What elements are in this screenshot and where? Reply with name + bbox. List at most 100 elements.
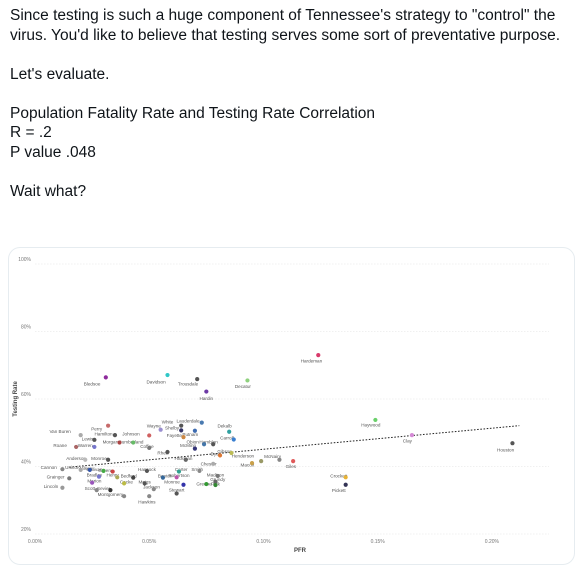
data-point [144,468,150,473]
point-label: Unicoi [65,465,78,470]
point-label: Wayne [147,423,162,428]
point-label: Anderson [66,456,86,461]
point-label: Fayette [167,433,183,438]
data-point [245,378,250,383]
data-point [106,457,111,462]
data-point [165,449,170,455]
tweet-text: Since testing is such a huge component o… [10,6,570,201]
point-label: Sevier [97,486,110,491]
data-point [259,459,264,464]
data-point [176,469,182,474]
point-label: Grainger [47,474,65,479]
point-label: Decatur [235,384,252,389]
y-tick-label: 100% [18,257,31,263]
point-label: McNairy [264,454,282,459]
data-point [195,376,200,382]
data-point [151,487,156,492]
tweet-paragraph-evaluate: Let's evaluate. [10,65,110,83]
point-label: Morgan [103,440,119,445]
data-point [213,482,218,488]
data-point [204,481,209,487]
data-point [110,469,115,474]
data-point [229,450,234,456]
y-tick-label: 60% [21,392,32,398]
point-label: Shelby [165,425,180,430]
data-point [197,468,202,473]
data-point [201,442,207,447]
data-point [142,481,147,486]
data-point [96,474,102,479]
data-point [78,467,83,472]
data-point [165,372,170,378]
data-point [227,429,232,434]
point-label: Stewart [169,487,185,492]
x-tick-label: 0.15% [371,539,386,545]
data-point [160,475,166,480]
point-label: Bedford [121,474,138,479]
point-label: Obion [186,440,199,445]
point-label: Cumberland [118,440,143,445]
point-label: Lewis [82,437,94,442]
point-label: Cocke [120,479,133,484]
data-point [94,488,99,493]
x-tick-label: 0.00% [28,539,43,545]
point-label: Hamilton [94,431,113,436]
data-point [67,476,72,481]
data-point [60,467,65,472]
data-point [181,435,186,440]
point-label: Pickett [332,488,347,493]
y-tick-label: 80% [21,325,32,331]
point-labels: Bledsoe Davidson Trousdale Decatur Hardin Har… [41,359,515,505]
data-point [108,488,113,493]
point-label: Perry [91,426,103,431]
data-point [316,353,321,358]
point-label: Putnam [182,432,198,437]
point-label: White [162,419,174,424]
point-label: Hamblen [199,440,218,445]
point-label: Wilson [78,466,92,471]
point-label: Robertson [168,473,190,478]
data-point [179,428,184,433]
data-point [106,423,111,428]
data-point [204,389,209,394]
axis-ticks: 20% 40% 60% 80% 100% 0.00% 0.05% 0.10% 0.15% 0.20… [18,257,499,545]
point-label: McMinn [180,443,197,448]
point-label: Scott [85,486,96,491]
point-label: Giles [286,464,297,469]
data-point [103,375,108,380]
point-label: Van Buren [49,429,71,434]
point-label: Jackson [143,484,160,489]
chart-image[interactable]: Bledsoe Davidson Trousdale Decatur Hardin Har… [8,247,575,565]
data-point [373,417,378,423]
y-tick-label: 20% [21,527,32,533]
x-axis-title: PFR [294,548,307,554]
point-label: Marion [87,479,101,484]
data-point [211,442,216,447]
point-label: Lincoln [44,484,59,489]
point-label: Sullivan [86,467,103,472]
data-point [83,457,88,462]
data-point [147,494,152,499]
data-point [174,491,179,496]
x-tick-label: 0.10% [256,539,271,545]
point-label: Trousdale [178,382,199,387]
data-point [121,481,127,486]
data-point [131,475,136,480]
tweet-paragraph-intro: Since testing is such a huge component o… [10,7,561,44]
data-point [158,427,163,432]
data-point [101,468,106,473]
data-point [121,494,127,499]
point-label: Clay [403,439,413,444]
data-point [174,475,179,480]
scatter-chart: Bledsoe Davidson Trousdale Decatur Hardin Har… [13,257,549,554]
point-label: Monroe [91,456,107,461]
tweet-paragraph-r-value: R = .2 [10,124,52,141]
point-label: Carroll [220,436,234,441]
y-axis-title: Testing Rate [13,381,19,417]
data-point [291,459,296,464]
data-point [90,480,95,485]
data-point [87,467,92,472]
data-point [343,475,348,480]
data-point [74,444,79,450]
point-label: Coffee [140,444,154,449]
